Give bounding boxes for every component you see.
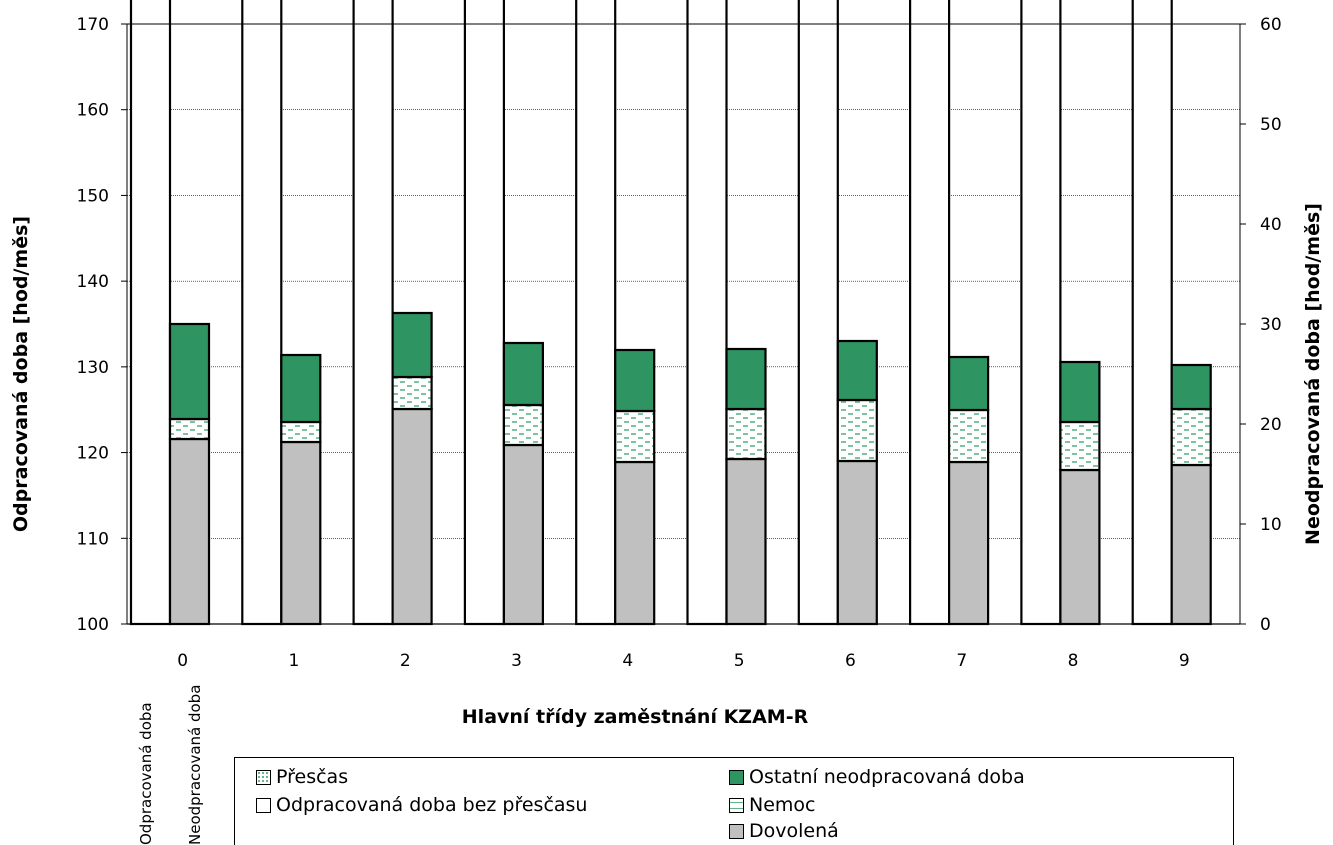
legend-swatch-prescas bbox=[256, 769, 271, 785]
bar-nonworked-ostatní-neodpracovaná-doba-5 bbox=[725, 347, 767, 411]
bar-nonworked-ostatní-neodpracovaná-doba-0 bbox=[168, 322, 211, 421]
bar-nonworked-nemoc-3 bbox=[502, 403, 544, 447]
bar-worked-odpracovaná-doba-bez-přesčasu-3 bbox=[463, 0, 505, 626]
bar-nonworked-dovolená-8 bbox=[1059, 468, 1101, 626]
bar-nonworked-ostatní-neodpracovaná-doba-3 bbox=[502, 341, 544, 407]
bar-nonworked-nemoc-2 bbox=[391, 375, 433, 411]
bar-worked-odpracovaná-doba-bez-přesčasu-7 bbox=[908, 0, 951, 626]
x-axis-title: Hlavní třídy zaměstnání KZAM-R bbox=[462, 706, 809, 728]
bar-nonworked-nemoc-6 bbox=[836, 398, 878, 463]
y-left-tick-label: 110 bbox=[77, 529, 109, 549]
bar-nonworked-dovolená-9 bbox=[1170, 463, 1212, 626]
legend-item-prescas: Přesčas bbox=[256, 766, 348, 788]
legend-item-ostatni: Ostatní neodpracovaná doba bbox=[729, 766, 1025, 788]
legend-label-prescas: Přesčas bbox=[276, 766, 349, 788]
y-left-tick-label: 170 bbox=[77, 15, 109, 35]
bar-nonworked-nemoc-0 bbox=[168, 417, 211, 441]
legend-swatch-ostatni bbox=[729, 769, 744, 785]
y-right-tick-label: 20 bbox=[1260, 415, 1282, 435]
x-tick-label: 5 bbox=[734, 651, 745, 671]
x-tick-label: 3 bbox=[511, 651, 522, 671]
legend-item-nemoc: Nemoc bbox=[729, 794, 815, 816]
bar-nonworked-dovolená-5 bbox=[725, 457, 767, 626]
bar-nonworked-nemoc-4 bbox=[614, 409, 656, 464]
legend-swatch-odpracovana bbox=[256, 797, 271, 813]
x-tick-label: 6 bbox=[845, 651, 856, 671]
y-left-tick-label: 120 bbox=[77, 444, 109, 464]
y-left-tick-label: 150 bbox=[77, 186, 109, 206]
bar-nonworked-ostatní-neodpracovaná-doba-8 bbox=[1059, 360, 1101, 424]
bar-nonworked-dovolená-2 bbox=[391, 407, 433, 626]
legend-label-ostatni: Ostatní neodpracovaná doba bbox=[749, 766, 1025, 788]
bar-worked-odpracovaná-doba-bez-přesčasu-5 bbox=[686, 0, 728, 626]
bar-nonworked-nemoc-1 bbox=[280, 420, 322, 444]
legend-item-odpracovana: Odpracovaná doba bez přesčasu bbox=[256, 794, 587, 816]
bar-worked-odpracovaná-doba-bez-přesčasu-0 bbox=[129, 0, 172, 626]
y-right-tick-label: 0 bbox=[1260, 615, 1271, 635]
legend-label-nemoc: Nemoc bbox=[749, 794, 816, 816]
x-tick-label: 2 bbox=[400, 651, 411, 671]
bar-nonworked-nemoc-7 bbox=[947, 408, 990, 464]
bar-nonworked-ostatní-neodpracovaná-doba-1 bbox=[280, 353, 322, 424]
x-tick-label: 9 bbox=[1179, 651, 1190, 671]
bar-group-label-worked: Odpracovaná doba bbox=[137, 702, 155, 845]
bar-nonworked-nemoc-5 bbox=[725, 407, 767, 461]
bar-worked-odpracovaná-doba-bez-přesčasu-6 bbox=[797, 0, 839, 626]
y-right-tick-label: 50 bbox=[1260, 115, 1282, 135]
y-right-tick-label: 30 bbox=[1260, 315, 1282, 335]
x-tick-label: 7 bbox=[956, 651, 967, 671]
bar-worked-odpracovaná-doba-bez-přesčasu-4 bbox=[575, 0, 617, 626]
bar-nonworked-ostatní-neodpracovaná-doba-4 bbox=[614, 348, 656, 413]
x-tick-label: 4 bbox=[622, 651, 633, 671]
y-left-tick-label: 160 bbox=[77, 101, 109, 121]
legend-item-dovolena: Dovolená bbox=[729, 820, 839, 842]
x-tick-label: 8 bbox=[1068, 651, 1079, 671]
bar-nonworked-ostatní-neodpracovaná-doba-6 bbox=[836, 339, 878, 402]
bar-nonworked-dovolená-1 bbox=[280, 440, 322, 626]
x-tick-label: 1 bbox=[289, 651, 300, 671]
legend-swatch-dovolena bbox=[729, 823, 744, 839]
bar-nonworked-nemoc-9 bbox=[1170, 407, 1212, 467]
y-right-tick-label: 60 bbox=[1260, 15, 1282, 35]
bar-worked-odpracovaná-doba-bez-přesčasu-1 bbox=[241, 0, 283, 626]
x-tick-label: 0 bbox=[177, 651, 188, 671]
bar-nonworked-dovolená-7 bbox=[947, 460, 990, 626]
y-left-axis-title: Odpracovaná doba [hod/měs] bbox=[10, 216, 32, 532]
legend-label-dovolena: Dovolená bbox=[749, 820, 839, 842]
legend-label-odpracovana: Odpracovaná doba bez přesčasu bbox=[276, 794, 588, 816]
y-left-tick-label: 130 bbox=[77, 358, 109, 378]
bar-nonworked-ostatní-neodpracovaná-doba-7 bbox=[947, 355, 990, 412]
y-left-tick-label: 140 bbox=[77, 272, 109, 292]
bar-nonworked-dovolená-6 bbox=[836, 459, 878, 626]
bar-group-label-nonworked: Neodpracovaná doba bbox=[186, 685, 204, 845]
bar-nonworked-dovolená-3 bbox=[502, 443, 544, 626]
bar-nonworked-dovolená-0 bbox=[168, 437, 211, 626]
legend-swatch-nemoc bbox=[729, 797, 744, 813]
bar-nonworked-dovolená-4 bbox=[614, 460, 656, 626]
bar-worked-odpracovaná-doba-bez-přesčasu-2 bbox=[352, 0, 394, 626]
bar-worked-odpracovaná-doba-bez-přesčasu-8 bbox=[1020, 0, 1062, 626]
bar-nonworked-nemoc-8 bbox=[1059, 420, 1101, 472]
y-right-axis-title: Neodpracovaná doba [hod/měs] bbox=[1302, 203, 1324, 545]
y-right-tick-label: 10 bbox=[1260, 515, 1282, 535]
bar-nonworked-ostatní-neodpracovaná-doba-2 bbox=[391, 311, 433, 379]
bar-worked-odpracovaná-doba-bez-přesčasu-9 bbox=[1131, 0, 1173, 626]
y-right-tick-label: 40 bbox=[1260, 215, 1282, 235]
y-left-tick-label: 100 bbox=[77, 615, 109, 635]
legend: Přesčas Odpracovaná doba bez přesčasu Os… bbox=[234, 757, 1234, 845]
bar-nonworked-ostatní-neodpracovaná-doba-9 bbox=[1170, 363, 1212, 411]
